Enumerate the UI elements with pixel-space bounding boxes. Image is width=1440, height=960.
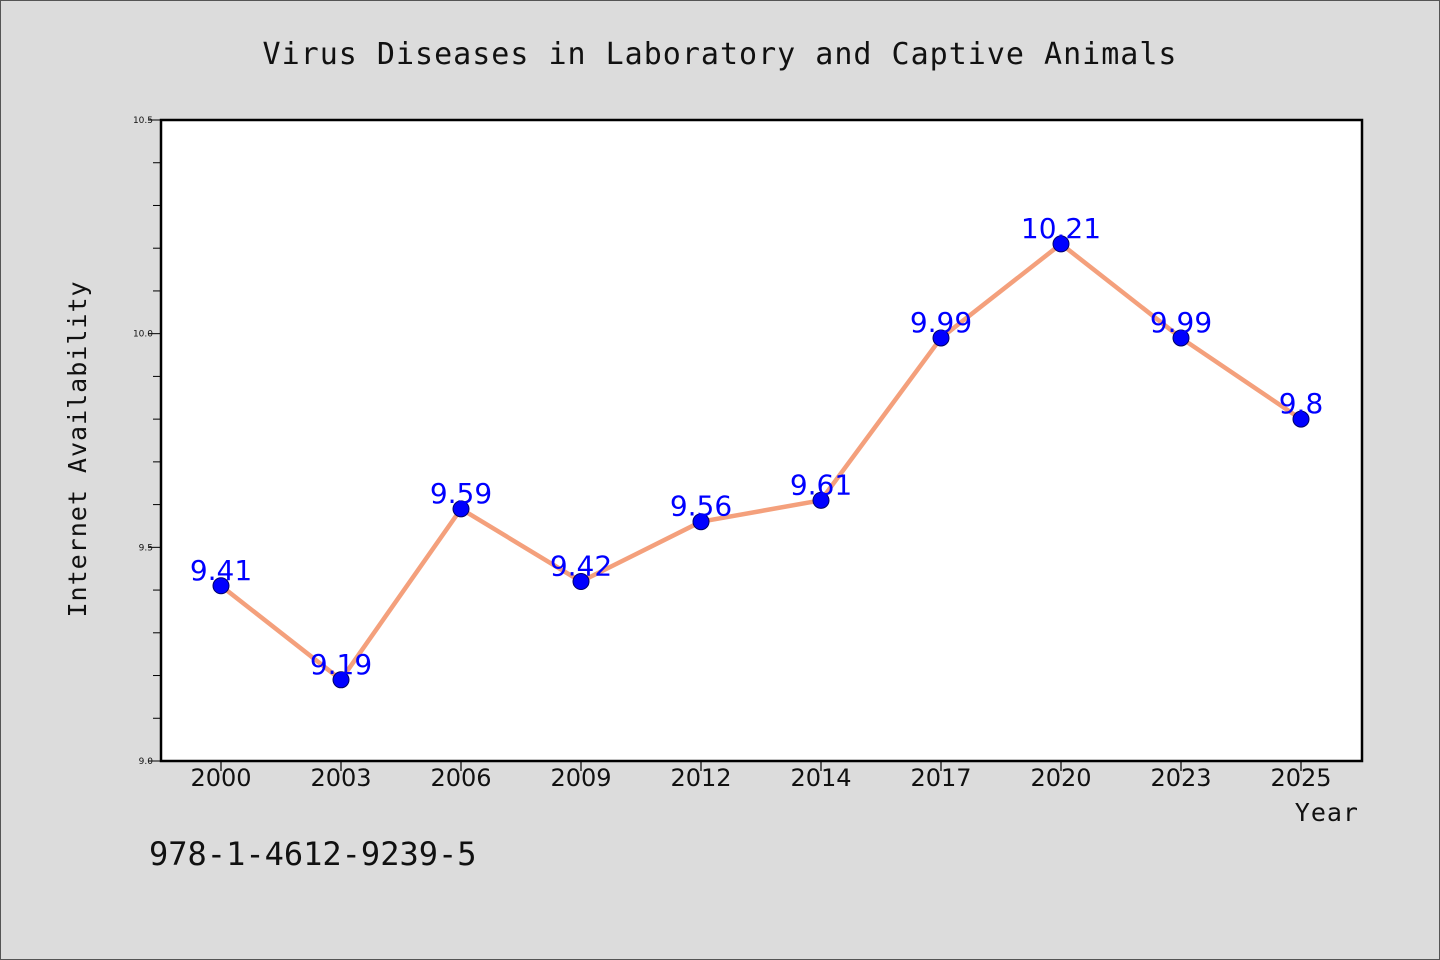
data-series: [212, 235, 1310, 689]
x-tick-label: 2006: [430, 764, 491, 792]
x-axis: 2000 2003 2006 2009 2012 2014 2017 2020 2023 2025: [190, 761, 1332, 792]
x-axis-title: Year: [1295, 798, 1359, 827]
y-axis-title: Internet Availability: [63, 280, 92, 617]
series-line: [218, 241, 1304, 683]
data-label: 9.42: [550, 550, 612, 583]
data-point: [452, 500, 470, 518]
x-tick-label: 2020: [1030, 764, 1091, 792]
y-tick-label: 10.0: [133, 330, 153, 340]
data-label: 9.59: [430, 477, 492, 510]
x-tick-label: 2017: [910, 764, 971, 792]
y-tick-label: 9.0: [139, 757, 154, 767]
data-label: 9.99: [910, 306, 972, 339]
data-point: [812, 491, 830, 509]
chart-title: Virus Diseases in Laboratory and Captive…: [263, 37, 1178, 72]
y-tick-label: 9.5: [139, 543, 153, 553]
x-tick-label: 2003: [310, 764, 371, 792]
data-point: [692, 513, 710, 531]
data-point: [212, 577, 230, 595]
data-label: 9.99: [1150, 306, 1212, 339]
data-point: [1052, 235, 1070, 253]
data-point: [332, 671, 350, 689]
data-point: [1172, 329, 1190, 347]
y-axis: 9.0 9.5 10.0 10.5: [133, 116, 161, 767]
data-label: 9.19: [310, 648, 372, 681]
data-point: [932, 329, 950, 347]
y-tick-label: 10.5: [133, 116, 153, 126]
data-point: [1292, 410, 1310, 428]
data-label: 9.56: [670, 490, 732, 523]
isbn-label: 978-1-4612-9239-5: [149, 835, 477, 873]
data-labels: 9.41 9.19 9.59 9.42 9.56 9.61 9.99 10.21 9.99 9.8: [190, 212, 1323, 681]
data-point: [572, 573, 590, 591]
x-tick-label: 2009: [550, 764, 611, 792]
data-label: 10.21: [1021, 212, 1101, 245]
x-tick-label: 2000: [190, 764, 251, 792]
data-label: 9.41: [190, 554, 252, 587]
data-label: 9.8: [1279, 387, 1324, 420]
x-tick-label: 2025: [1270, 764, 1331, 792]
x-tick-label: 2014: [790, 764, 851, 792]
data-label: 9.61: [790, 468, 852, 501]
x-tick-label: 2023: [1150, 764, 1211, 792]
x-tick-label: 2012: [670, 764, 731, 792]
